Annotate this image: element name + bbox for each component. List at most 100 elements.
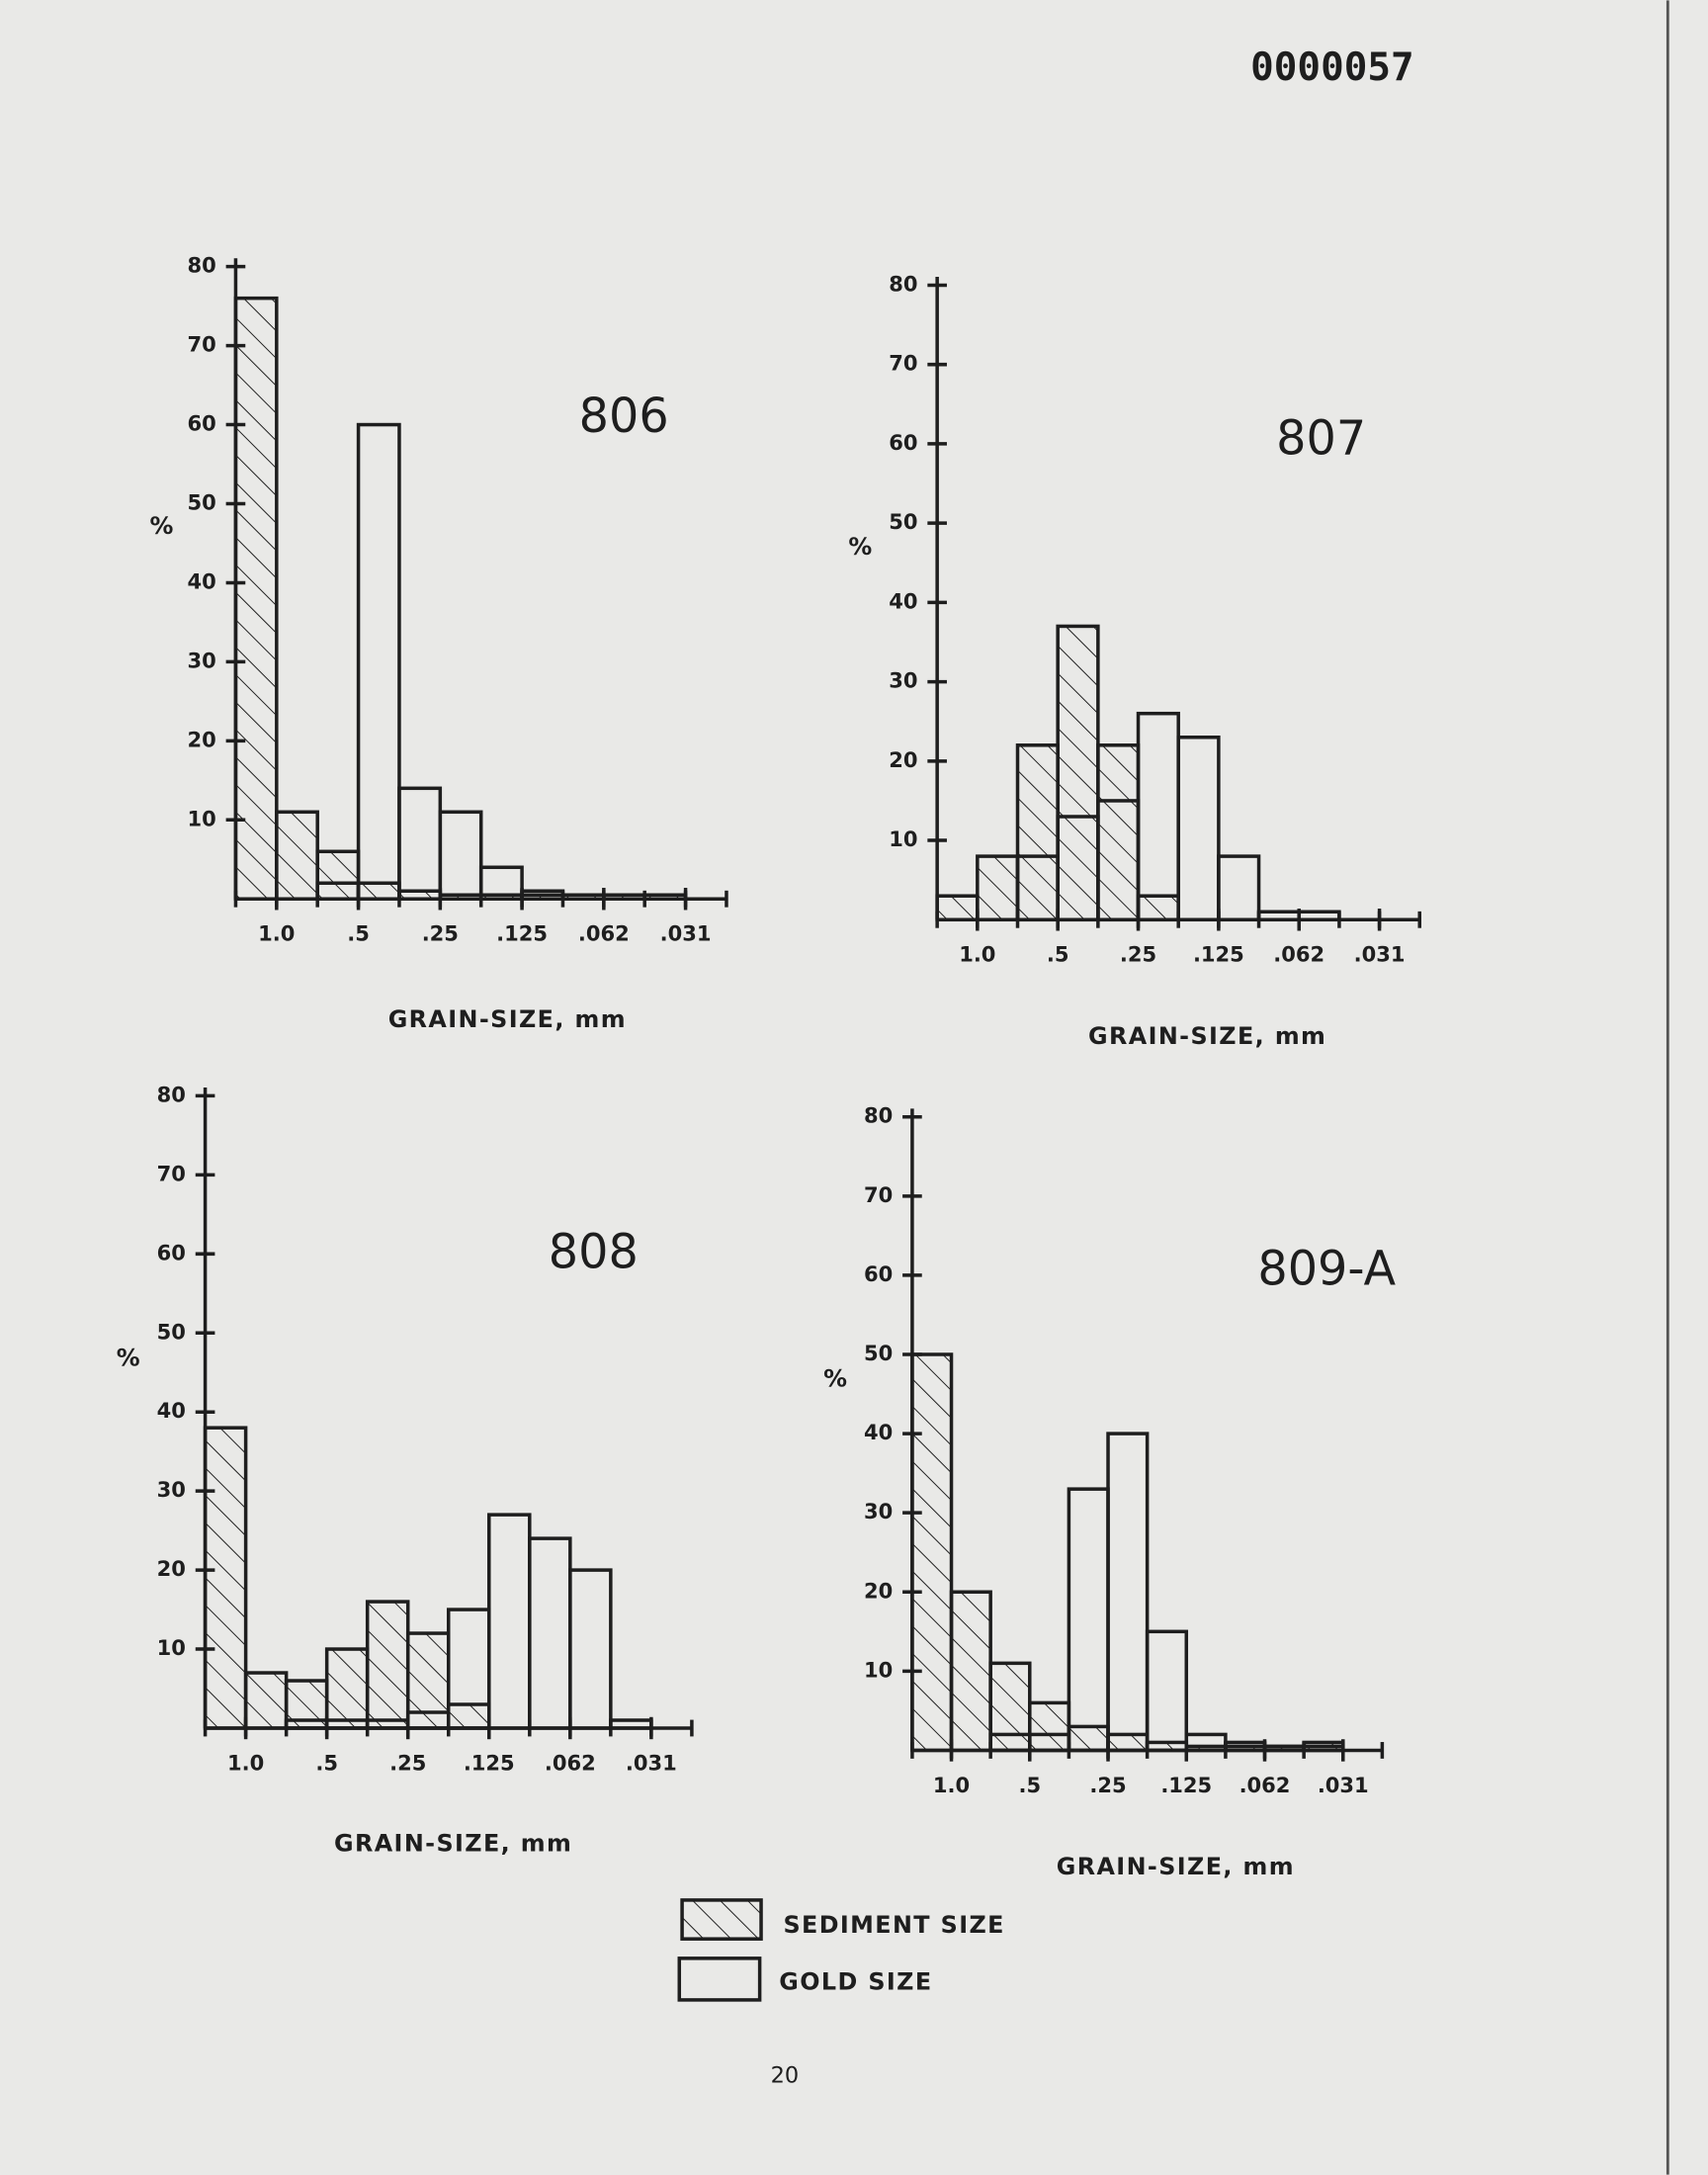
y-tick-label: 60 <box>889 430 917 455</box>
sediment-bar <box>233 296 279 902</box>
y-tick-label: 40 <box>889 588 917 613</box>
sediment-bar <box>1015 743 1060 922</box>
x-tick-label: .5 <box>1018 1773 1041 1797</box>
y-tick-label: 40 <box>864 1420 893 1444</box>
histogram: 10 20 30 40 50 60 70 80 1.0 .5 .25 .125 .062 .031 808%… <box>117 1082 694 1857</box>
y-tick-label: 70 <box>188 332 216 357</box>
y-tick-label: 60 <box>157 1240 186 1264</box>
y-tick-label: 10 <box>864 1657 893 1682</box>
x-tick-label: .5 <box>1047 942 1069 967</box>
x-tick-label: .031 <box>1354 942 1406 967</box>
page-number: 20 <box>771 2063 800 2089</box>
document-stamp: 0000057 <box>1250 45 1413 90</box>
y-tick-label: 70 <box>889 351 917 376</box>
y-tick-label: 20 <box>188 727 216 751</box>
y-tick-label: 80 <box>157 1082 186 1106</box>
y-tick-label: 50 <box>188 490 216 515</box>
x-tick-label: .125 <box>1193 942 1244 967</box>
sediment-bar <box>1136 894 1180 922</box>
x-tick-label: .125 <box>1160 1773 1212 1797</box>
sediment-bar <box>275 810 319 901</box>
x-tick-label: .5 <box>347 921 370 946</box>
sediment-bar <box>1056 624 1100 922</box>
sediment-bar <box>203 1426 248 1730</box>
x-tick-label: .25 <box>1089 1773 1126 1797</box>
y-tick-label: 50 <box>889 509 917 534</box>
x-tick-label: .031 <box>660 921 712 946</box>
sediment-bar <box>356 881 401 901</box>
y-tick-label: 10 <box>188 806 216 830</box>
y-tick-label: 80 <box>864 1103 893 1128</box>
sediment-bar <box>935 894 980 922</box>
x-tick-label: .062 <box>1239 1773 1291 1797</box>
sediment-bar <box>1028 1700 1071 1753</box>
y-tick-label: 30 <box>157 1477 186 1502</box>
y-axis-label: % <box>117 1344 141 1371</box>
x-tick-label: 1.0 <box>933 1773 970 1797</box>
x-tick-label: .062 <box>1273 942 1324 967</box>
legend-label: SEDIMENT SIZE <box>783 1911 1004 1939</box>
y-tick-label: 40 <box>157 1398 186 1423</box>
x-tick-label: .25 <box>422 921 459 946</box>
y-tick-label: 30 <box>889 668 917 693</box>
x-axis-label: GRAIN-SIZE, mm <box>1057 1853 1295 1880</box>
sediment-bar <box>1067 1724 1110 1753</box>
x-tick-label: .062 <box>545 1750 596 1775</box>
y-axis-label: % <box>149 512 174 540</box>
x-tick-label: .031 <box>1318 1773 1369 1797</box>
y-tick-label: 40 <box>188 568 216 593</box>
y-tick-label: 20 <box>864 1578 893 1603</box>
sediment-bar <box>284 1679 329 1730</box>
legend-swatch-sediment <box>680 1898 763 1941</box>
x-axis-label: GRAIN-SIZE, mm <box>334 1829 572 1857</box>
y-tick-label: 60 <box>864 1262 893 1286</box>
x-tick-label: 1.0 <box>258 921 295 946</box>
sediment-bar <box>988 1661 1032 1753</box>
y-tick-label: 30 <box>188 648 216 672</box>
sediment-bar <box>243 1671 289 1730</box>
y-tick-label: 20 <box>157 1556 186 1581</box>
y-tick-label: 30 <box>864 1499 893 1523</box>
legend: SEDIMENT SIZE GOLD SIZE <box>677 1898 1004 2002</box>
y-tick-label: 70 <box>157 1161 186 1185</box>
y-axis-label: % <box>823 1364 848 1392</box>
sediment-bar <box>976 854 1020 922</box>
x-axis-label: GRAIN-SIZE, mm <box>1088 1022 1326 1050</box>
x-tick-label: 1.0 <box>959 942 995 967</box>
y-axis-label: % <box>848 533 873 561</box>
sediment-bar <box>365 1600 410 1730</box>
x-tick-label: .031 <box>626 1750 677 1775</box>
x-tick-label: .125 <box>464 1750 515 1775</box>
y-tick-label: 60 <box>188 411 216 436</box>
y-tick-label: 20 <box>889 747 917 772</box>
sediment-bar <box>315 849 361 901</box>
histogram: 10 20 30 40 50 60 70 80 1.0 .5 .25 .125 .062 .031 809-… <box>823 1103 1396 1880</box>
sediment-bar <box>1096 743 1141 922</box>
x-tick-label: .25 <box>1120 942 1156 967</box>
chart-title: 809-A <box>1257 1243 1396 1297</box>
histogram: 10 20 30 40 50 60 70 80 1.0 .5 .25 .125 .062 .031 806%… <box>149 253 728 1033</box>
legend-swatch-gold <box>677 1957 762 2002</box>
chart-title: 808 <box>549 1226 639 1280</box>
x-tick-label: .25 <box>389 1750 426 1775</box>
chart-title: 806 <box>579 390 669 444</box>
y-tick-label: 80 <box>889 271 917 296</box>
histogram: 10 20 30 40 50 60 70 80 1.0 .5 .25 .125 .062 .031 807%… <box>848 271 1422 1050</box>
chart-title: 807 <box>1276 411 1366 466</box>
x-tick-label: 1.0 <box>227 1750 264 1775</box>
sediment-bar <box>324 1647 370 1730</box>
sediment-bar <box>910 1352 954 1753</box>
sediment-bar <box>446 1702 491 1730</box>
x-tick-label: .062 <box>578 921 630 946</box>
x-tick-label: .125 <box>496 921 548 946</box>
x-axis-label: GRAIN-SIZE, mm <box>388 1005 627 1033</box>
y-tick-label: 50 <box>864 1341 893 1365</box>
y-tick-label: 70 <box>864 1182 893 1207</box>
x-tick-label: .5 <box>315 1750 338 1775</box>
y-tick-label: 80 <box>188 253 216 278</box>
sediment-bar <box>949 1590 992 1753</box>
sediment-bar <box>405 1631 451 1730</box>
